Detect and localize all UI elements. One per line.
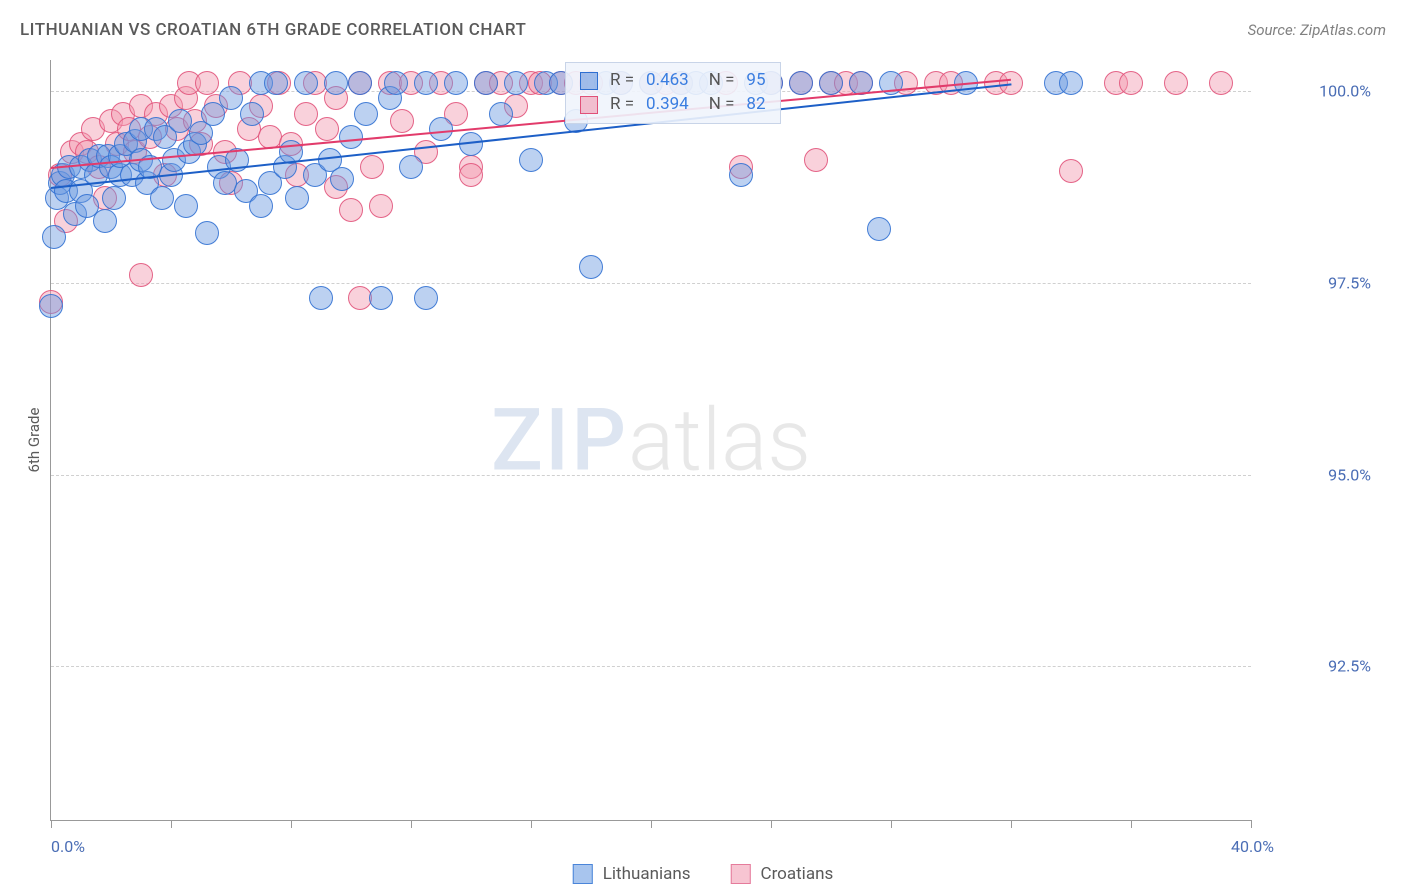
y-tick-label: 92.5% [1261,657,1371,676]
stats-n-value: 82 [746,93,765,117]
scatter-point [339,125,363,149]
scatter-point [174,194,198,218]
scatter-point [459,163,483,187]
stats-n-value: 95 [746,69,765,93]
scatter-point [294,71,318,95]
scatter-point [285,186,309,210]
y-axis-title: 6th Grade [25,408,43,473]
legend-swatch [573,864,593,884]
scatter-point [867,217,891,241]
scatter-point [579,255,603,279]
scatter-point [129,263,153,287]
stats-row: R = 0.463 N = 95 [580,69,766,93]
y-tick-label: 95.0% [1261,465,1371,484]
scatter-point [1209,71,1233,95]
scatter-point [429,117,453,141]
gridline [51,283,1251,284]
stats-r-value: 0.394 [646,93,689,117]
x-tick [171,820,172,828]
x-tick [891,820,892,828]
scatter-plot: ZIPatlas 92.5%95.0%97.5%100.0%0.0%40.0% [50,60,1251,821]
x-tick [411,820,412,828]
correlation-stats-box: R = 0.463 N = 95 R = 0.394 N = 82 [565,62,781,124]
x-tick [51,820,52,828]
x-tick [1251,820,1252,828]
x-min-label: 0.0% [51,837,85,856]
scatter-point [1059,159,1083,183]
gridline [51,475,1251,476]
scatter-point [360,155,384,179]
scatter-point [489,102,513,126]
scatter-point [102,186,126,210]
scatter-point [150,186,174,210]
legend-label: Croatians [761,864,834,884]
x-tick [1011,820,1012,828]
stats-swatch [580,96,598,114]
scatter-point [819,71,843,95]
y-tick-label: 100.0% [1261,81,1371,100]
scatter-point [1059,71,1083,95]
x-tick [1131,820,1132,828]
scatter-point [1164,71,1188,95]
scatter-point [414,286,438,310]
scatter-point [474,71,498,95]
scatter-point [315,117,339,141]
stats-swatch [580,72,598,90]
x-tick [291,820,292,828]
scatter-point [309,286,333,310]
legend: Lithuanians Croatians [573,864,833,884]
stats-r-value: 0.463 [646,69,689,93]
legend-item: Lithuanians [573,864,691,884]
scatter-point [294,102,318,126]
scatter-point [519,148,543,172]
stats-n-label: N = [709,93,735,117]
legend-swatch [731,864,751,884]
y-tick-label: 97.5% [1261,273,1371,292]
source-label: Source: ZipAtlas.com [1248,21,1386,39]
x-max-label: 40.0% [1231,837,1401,856]
scatter-point [399,155,423,179]
scatter-point [999,71,1023,95]
scatter-point [369,286,393,310]
scatter-point [348,71,372,95]
chart-title: LITHUANIAN VS CROATIAN 6TH GRADE CORRELA… [20,20,526,40]
scatter-point [240,102,264,126]
scatter-point [330,167,354,191]
stats-r-label: R = [610,93,634,117]
scatter-point [39,294,63,318]
x-tick [531,820,532,828]
legend-label: Lithuanians [603,864,691,884]
scatter-point [324,71,348,95]
scatter-point [195,71,219,95]
x-tick [651,820,652,828]
x-tick [771,820,772,828]
scatter-point [249,194,273,218]
scatter-point [384,71,408,95]
scatter-point [42,225,66,249]
scatter-point [444,71,468,95]
gridline [51,666,1251,667]
stats-r-label: R = [610,69,634,93]
stats-n-label: N = [709,69,735,93]
scatter-point [504,71,528,95]
scatter-point [354,102,378,126]
legend-item: Croatians [731,864,834,884]
scatter-point [729,163,753,187]
scatter-point [369,194,393,218]
scatter-point [414,71,438,95]
stats-row: R = 0.394 N = 82 [580,93,766,117]
scatter-point [789,71,813,95]
scatter-point [264,71,288,95]
scatter-point [390,109,414,133]
scatter-point [339,198,363,222]
scatter-point [804,148,828,172]
scatter-point [93,209,117,233]
scatter-point [219,86,243,110]
scatter-point [1119,71,1143,95]
scatter-point [195,221,219,245]
